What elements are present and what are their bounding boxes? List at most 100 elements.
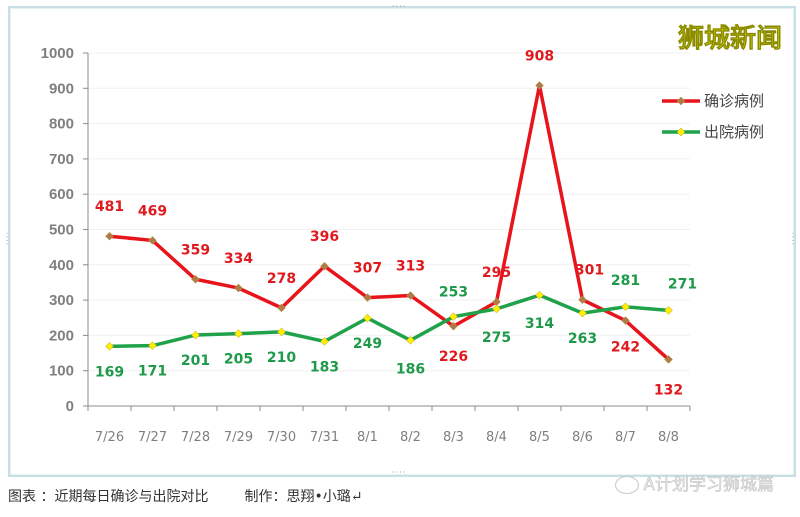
y-tick-label: 0 xyxy=(66,398,74,415)
x-tick-label: 8/7 xyxy=(615,430,636,445)
data-marker xyxy=(105,341,114,351)
data-marker xyxy=(148,236,157,245)
data-label: 301 xyxy=(575,263,604,279)
resize-handle-right[interactable]: ···· xyxy=(788,232,797,247)
data-label: 226 xyxy=(439,349,468,365)
data-labels: 481 469 359 334 278 396 307 313 226 295 908 301 242 1… xyxy=(95,48,697,398)
figure-caption: 图表 ：近期每日确诊与出院对比 制作：思翔•小璐↵ xyxy=(8,486,362,506)
data-marker xyxy=(191,330,200,340)
data-marker xyxy=(277,303,286,313)
data-marker xyxy=(277,327,286,337)
data-label: 249 xyxy=(353,336,382,352)
x-tick-label: 8/2 xyxy=(400,430,421,445)
data-marker xyxy=(105,231,114,241)
data-marker xyxy=(578,308,587,318)
data-marker xyxy=(621,316,630,325)
y-tick-label: 600 xyxy=(49,186,74,203)
data-label: 169 xyxy=(95,364,124,380)
chart-frame xyxy=(8,6,796,477)
resize-handle-left[interactable]: ···· xyxy=(2,232,11,247)
y-tick-label: 700 xyxy=(49,151,74,168)
resize-handle-top[interactable]: ···· xyxy=(392,2,407,11)
data-marker xyxy=(191,274,200,284)
data-marker xyxy=(535,81,544,90)
brand-logo: 狮城新闻 xyxy=(677,24,783,55)
caption-label: 图表 ：近期每日确诊与出院对比 xyxy=(8,489,209,505)
resize-handle-bottom[interactable]: ···· xyxy=(392,468,407,477)
y-tick-label: 1000 xyxy=(41,45,74,62)
data-label: 481 xyxy=(95,199,124,215)
wechat-icon xyxy=(615,476,640,494)
data-label: 307 xyxy=(353,261,382,277)
x-tick-label: 7/27 xyxy=(138,430,167,445)
data-marker xyxy=(449,321,458,331)
data-marker xyxy=(449,312,458,322)
data-label: 171 xyxy=(138,364,167,380)
data-label: 205 xyxy=(224,352,253,368)
data-label: 210 xyxy=(267,350,296,366)
legend-marker xyxy=(676,96,686,106)
data-marker xyxy=(406,291,415,300)
watermark: A计划学习狮城篇 xyxy=(615,470,774,495)
data-label: 313 xyxy=(396,259,425,275)
data-label: 295 xyxy=(482,265,511,281)
data-label: 334 xyxy=(224,251,253,267)
x-tick-label: 7/26 xyxy=(95,430,124,445)
data-label: 186 xyxy=(396,361,425,377)
y-tick-label: 500 xyxy=(49,222,74,239)
data-label: 275 xyxy=(482,330,511,346)
series xyxy=(105,81,673,364)
data-label: 469 xyxy=(138,203,167,219)
data-marker xyxy=(621,302,630,312)
data-label: 263 xyxy=(568,331,597,347)
caption-credit: 制作：思翔•小璐↵ xyxy=(244,489,363,505)
y-tick-label: 900 xyxy=(49,80,74,97)
data-marker xyxy=(664,305,673,315)
x-tick-label: 8/8 xyxy=(658,430,679,445)
data-label: 242 xyxy=(611,340,640,356)
y-tick-label: 100 xyxy=(49,363,74,380)
data-marker xyxy=(234,329,243,338)
data-label: 396 xyxy=(310,229,339,245)
x-tick-label: 8/3 xyxy=(443,430,464,445)
data-marker xyxy=(492,304,501,314)
axes: 0 100 200 300 400 500 600 700 800 900 1000 7/26 7/27… xyxy=(41,45,691,445)
data-marker xyxy=(148,341,157,350)
data-label: 281 xyxy=(611,273,640,289)
y-tick-label: 800 xyxy=(49,116,74,133)
data-marker xyxy=(320,337,329,346)
legend-marker xyxy=(676,127,686,137)
x-tick-label: 7/29 xyxy=(224,430,253,445)
y-tick-label: 200 xyxy=(49,327,74,344)
data-marker xyxy=(535,290,544,300)
series-line xyxy=(109,83,670,361)
data-label: 271 xyxy=(668,276,697,292)
x-tick-label: 7/30 xyxy=(267,430,296,445)
data-label: 201 xyxy=(181,353,210,369)
data-marker xyxy=(578,295,587,305)
data-marker xyxy=(664,355,673,364)
y-tick-label: 300 xyxy=(49,292,74,309)
data-marker xyxy=(363,293,372,302)
legend-item: 确诊病例 xyxy=(704,92,764,110)
data-label: 132 xyxy=(654,382,683,398)
series-line xyxy=(109,293,669,349)
data-marker xyxy=(406,335,415,345)
data-label: 278 xyxy=(267,271,296,287)
x-tick-label: 7/31 xyxy=(310,430,339,445)
x-tick-label: 8/5 xyxy=(529,430,550,445)
data-marker xyxy=(234,283,243,293)
data-label: 359 xyxy=(181,242,210,258)
data-label: 183 xyxy=(310,359,339,375)
data-label: 253 xyxy=(439,285,468,301)
data-marker xyxy=(320,261,329,271)
watermark-text: A计划学习狮城篇 xyxy=(643,475,774,496)
x-tick-label: 8/1 xyxy=(357,430,378,445)
x-tick-label: 8/4 xyxy=(486,430,507,445)
y-tick-label: 400 xyxy=(49,257,74,274)
data-label: 314 xyxy=(525,316,554,332)
data-label: 908 xyxy=(525,48,554,64)
x-tick-label: 8/6 xyxy=(572,430,593,445)
